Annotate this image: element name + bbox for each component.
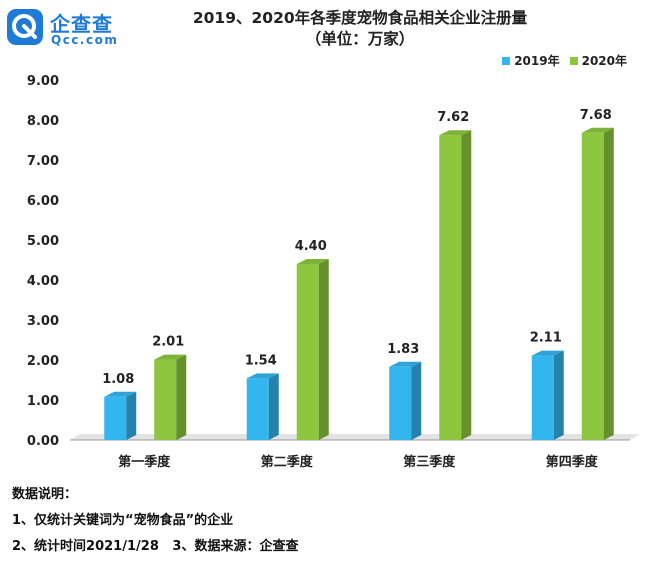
y-tick-label: 3.00 xyxy=(27,314,59,329)
legend-swatch-2019 xyxy=(502,56,511,65)
data-label: 7.68 xyxy=(580,108,612,123)
bar-top-2020 xyxy=(154,354,187,360)
legend-label-2019: 2019年 xyxy=(514,54,560,68)
logo-name: 企查查 xyxy=(50,12,113,36)
qcc-logo: 企查查 Qcc.com xyxy=(6,6,146,50)
chart-title: 2019、2020年各季度宠物食品相关企业注册量 （单位：万家） xyxy=(150,8,570,50)
y-tick-label: 7.00 xyxy=(27,154,59,169)
chart-floor xyxy=(70,434,640,440)
bar-side-2019 xyxy=(411,361,422,440)
chart-subtitle: （单位：万家） xyxy=(305,30,415,48)
data-notes: 数据说明： 1、仅统计关键词为“宠物食品”的企业 2、统计时间2021/1/28… xyxy=(12,482,298,560)
bar-top-2019 xyxy=(246,373,279,379)
data-label: 1.83 xyxy=(387,342,419,357)
data-label: 2.01 xyxy=(152,335,184,350)
x-category-label: 第二季度 xyxy=(261,454,314,470)
bar-side-2020 xyxy=(461,130,472,440)
legend-label-2020: 2020年 xyxy=(581,54,627,68)
legend-item-2020: 2020年 xyxy=(569,52,627,69)
y-tick-label: 5.00 xyxy=(27,234,59,249)
y-tick-label: 4.00 xyxy=(27,274,59,289)
bar-top-2019 xyxy=(531,350,564,356)
bar-front-2019 xyxy=(531,355,554,440)
legend-swatch-2020 xyxy=(569,56,578,65)
bar-front-2020 xyxy=(154,359,177,440)
bar-side-2020 xyxy=(176,354,187,440)
bar-front-2020 xyxy=(296,264,319,440)
bar-top-2020 xyxy=(296,259,329,264)
logo-domain: Qcc.com xyxy=(51,33,119,47)
chart-title-line: 2019、2020年各季度宠物食品相关企业注册量 xyxy=(192,9,528,27)
bar-front-2019 xyxy=(389,366,412,440)
bar-side-2020 xyxy=(318,259,329,440)
y-tick-label: 1.00 xyxy=(27,394,59,409)
data-label: 1.08 xyxy=(102,372,134,387)
y-tick-label: 9.00 xyxy=(27,74,59,89)
x-category-label: 第一季度 xyxy=(118,454,171,470)
bar-top-2020 xyxy=(581,127,614,133)
qcc-logo-icon xyxy=(7,9,43,45)
data-label: 7.62 xyxy=(437,110,469,125)
bar-top-2020 xyxy=(439,130,472,136)
legend-item-2019: 2019年 xyxy=(502,52,560,69)
notes-line-1: 1、仅统计关键词为“宠物食品”的企业 xyxy=(12,513,234,528)
data-label: 4.40 xyxy=(295,239,327,254)
notes-line-2: 2、统计时间2021/1/28 3、数据来源：企查查 xyxy=(12,539,299,554)
bar-top-2019 xyxy=(389,361,422,367)
bar-front-2020 xyxy=(581,132,604,441)
bar-front-2019 xyxy=(246,378,269,440)
chart-legend: 2019年 2020年 xyxy=(502,52,627,69)
bar-side-2019 xyxy=(268,373,279,440)
bar-side-2019 xyxy=(126,391,137,440)
bar-side-2020 xyxy=(603,127,614,441)
x-category-label: 第三季度 xyxy=(403,454,456,470)
bar-front-2019 xyxy=(104,396,127,440)
notes-heading: 数据说明： xyxy=(12,487,78,502)
y-tick-label: 6.00 xyxy=(27,194,59,209)
bar-front-2020 xyxy=(439,135,462,440)
y-tick-label: 2.00 xyxy=(27,354,59,369)
data-label: 2.11 xyxy=(530,331,562,346)
x-category-label: 第四季度 xyxy=(546,454,599,470)
y-tick-label: 8.00 xyxy=(27,114,59,129)
y-tick-label: 0.00 xyxy=(27,434,59,449)
bar-side-2019 xyxy=(553,350,564,440)
data-label: 1.54 xyxy=(245,353,277,368)
bar-top-2019 xyxy=(104,391,137,397)
